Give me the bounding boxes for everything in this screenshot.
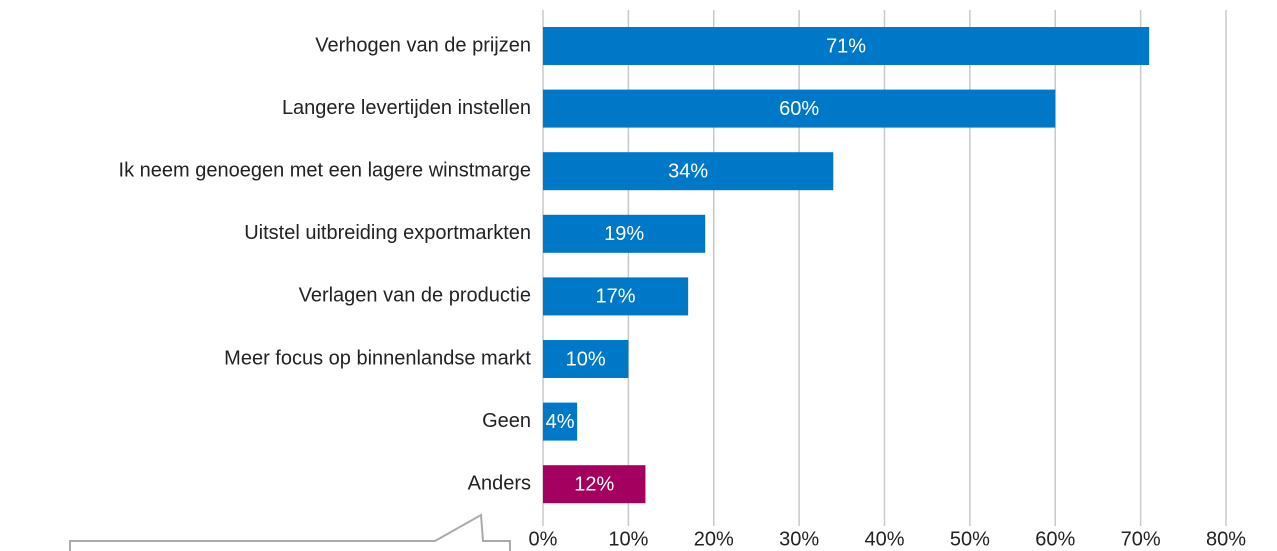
bar-value-label: 71% bbox=[826, 35, 866, 57]
y-tick-label: Geen bbox=[482, 410, 531, 432]
bar-value-label: 19% bbox=[604, 223, 644, 245]
x-tick-label: 60% bbox=[1035, 528, 1075, 550]
bar-value-label: 10% bbox=[566, 348, 606, 370]
bar bbox=[543, 402, 578, 441]
bar-value-label: 12% bbox=[574, 473, 614, 495]
bar bbox=[543, 214, 706, 253]
callout-box bbox=[69, 513, 511, 551]
bar-value-label: 34% bbox=[668, 160, 708, 182]
bar bbox=[543, 89, 1056, 128]
bar bbox=[543, 465, 646, 504]
bar bbox=[543, 152, 834, 191]
x-tick-label: 40% bbox=[864, 528, 904, 550]
x-tick-label: 50% bbox=[950, 528, 990, 550]
y-tick-label: Anders bbox=[468, 472, 531, 494]
bar-value-label: 17% bbox=[596, 286, 636, 308]
bar-value-label: 4% bbox=[546, 411, 575, 433]
y-tick-label: Langere levertijden instellen bbox=[282, 97, 531, 119]
bar bbox=[543, 27, 1150, 65]
y-tick-label: Verlagen van de productie bbox=[299, 285, 531, 307]
x-tick-label: 10% bbox=[608, 528, 648, 550]
y-tick-label: Ik neem genoegen met een lagere winstmar… bbox=[119, 159, 531, 181]
bar-value-label: 60% bbox=[779, 98, 819, 120]
x-tick-label: 0% bbox=[529, 528, 558, 550]
x-tick-label: 20% bbox=[694, 528, 734, 550]
y-tick-label: Verhogen van de prijzen bbox=[315, 34, 531, 56]
x-tick-label: 80% bbox=[1206, 528, 1246, 550]
x-tick-label: 30% bbox=[779, 528, 819, 550]
y-tick-label: Meer focus op binnenlandse markt bbox=[224, 347, 531, 369]
y-tick-label: Uitstel uitbreiding exportmarkten bbox=[244, 222, 531, 244]
bar bbox=[543, 277, 689, 316]
x-tick-label: 70% bbox=[1121, 528, 1161, 550]
bar bbox=[543, 340, 629, 378]
